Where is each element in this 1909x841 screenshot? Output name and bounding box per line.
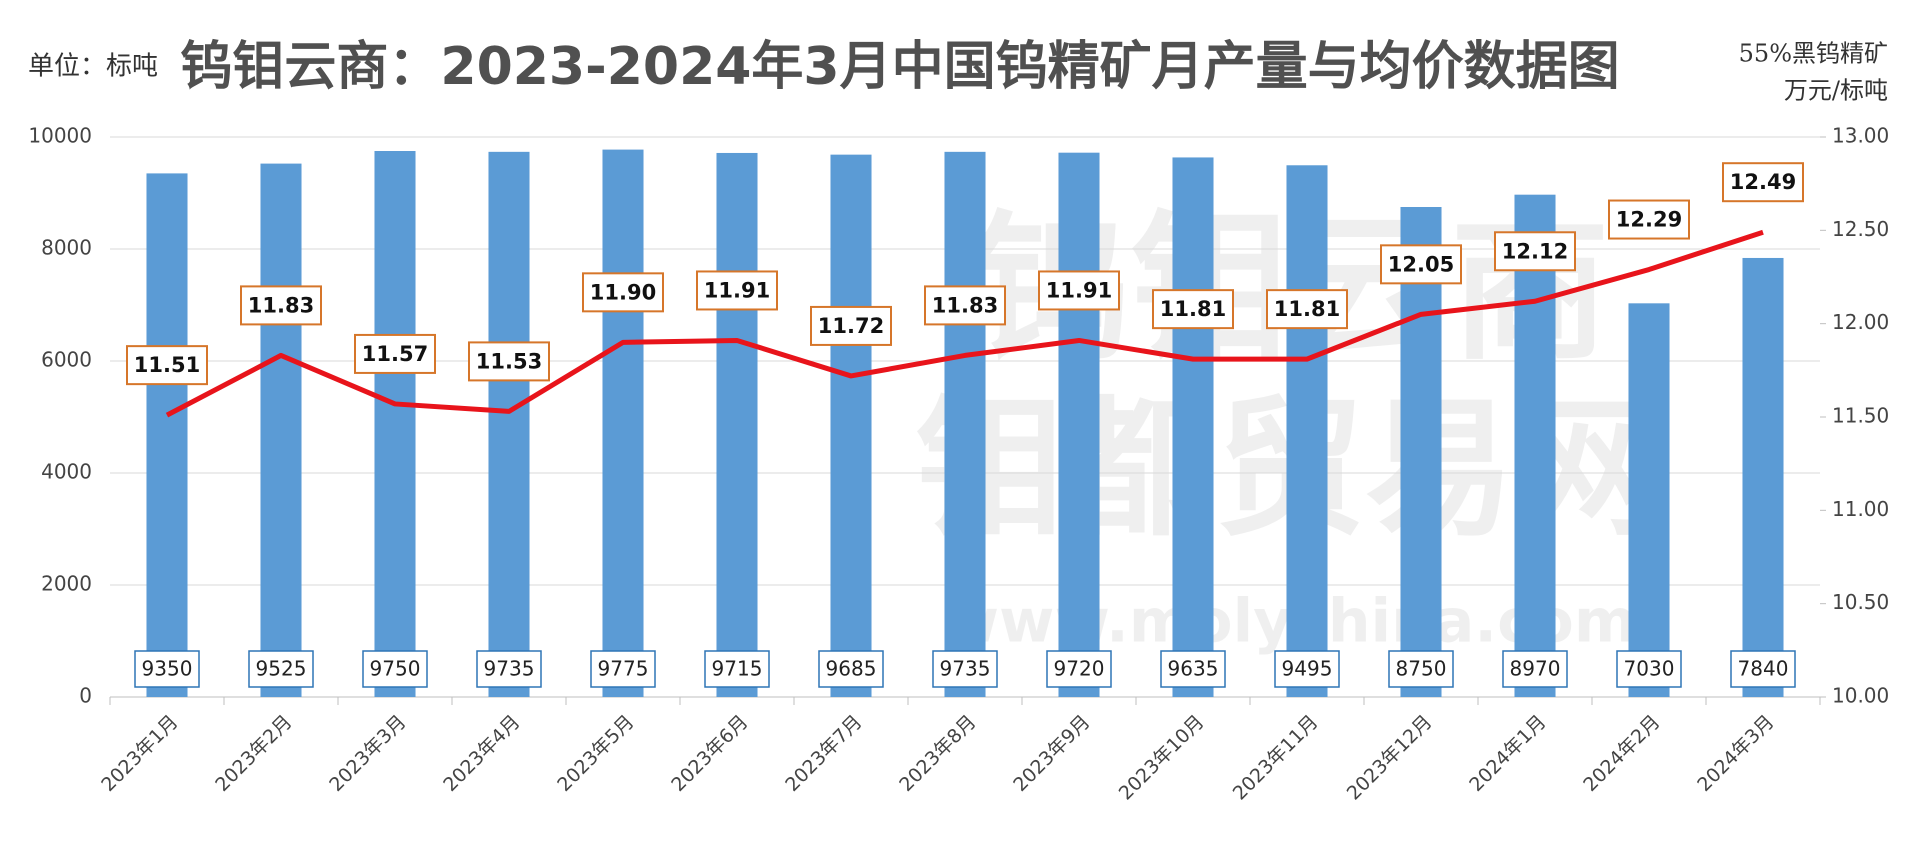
bar-label-box <box>1616 650 1682 688</box>
line-label: 11.81 <box>1160 297 1226 321</box>
bar <box>716 152 758 697</box>
line-label: 11.53 <box>476 349 542 373</box>
bar-label-box <box>1502 650 1568 688</box>
bar-label-box <box>1274 650 1340 688</box>
bar-label: 9635 <box>1168 657 1219 681</box>
line-label-box <box>1494 231 1576 272</box>
bar <box>260 163 302 698</box>
bar-label: 8970 <box>1510 657 1561 681</box>
bar-label: 7840 <box>1738 657 1789 681</box>
bar <box>374 151 416 697</box>
y2-axis-label: 55%黑钨精矿 <box>1739 40 1888 68</box>
y-tick-label: 4000 <box>41 460 92 484</box>
line-label-box <box>1038 270 1120 311</box>
line-label: 12.12 <box>1502 239 1568 263</box>
bar-label: 8750 <box>1396 657 1447 681</box>
y2-axis-label: 万元/标吨 <box>1784 77 1888 105</box>
bar-label-box <box>590 650 656 688</box>
bar-label: 9495 <box>1282 657 1333 681</box>
bar <box>146 173 188 697</box>
bar-label-box <box>704 650 770 688</box>
chart-title: 钨钼云商：2023-2024年3月中国钨精矿月产量与均价数据图 <box>180 37 1619 97</box>
bar-label: 9525 <box>256 657 307 681</box>
y2-tick-label: 13.00 <box>1832 124 1889 148</box>
line <box>165 229 1764 418</box>
bar <box>602 149 644 698</box>
line-label: 12.05 <box>1388 252 1454 276</box>
bar-label: 9735 <box>940 657 991 681</box>
line-label: 11.83 <box>248 293 314 317</box>
y2-tick-label: 10.00 <box>1832 684 1889 708</box>
bar-label-box <box>932 650 998 688</box>
y2-tick-label: 12.50 <box>1832 217 1889 241</box>
bar <box>1172 157 1214 697</box>
line-label-box <box>924 285 1006 326</box>
bar-label: 9720 <box>1054 657 1105 681</box>
bar-label-box <box>1388 650 1454 688</box>
line-label-box <box>240 285 322 326</box>
bar-label: 9750 <box>370 657 421 681</box>
bar-label-box <box>248 650 314 688</box>
line-label-box <box>126 345 208 386</box>
y2-tick-label: 12.00 <box>1832 310 1889 334</box>
bar-label-box <box>1160 650 1226 688</box>
bar-label: 9735 <box>484 657 535 681</box>
line-label-box <box>1608 199 1690 240</box>
bar <box>1058 152 1100 697</box>
line-label-box <box>1380 244 1462 285</box>
bar-label-box <box>1730 650 1796 688</box>
bar <box>830 154 872 697</box>
bar-label-box <box>476 650 542 688</box>
line-label: 11.83 <box>932 293 998 317</box>
bar-label: 9715 <box>712 657 763 681</box>
y2-tick-label: 11.50 <box>1832 404 1889 428</box>
bar-label: 9775 <box>598 657 649 681</box>
bar-label: 7030 <box>1624 657 1675 681</box>
line-label: 11.51 <box>134 353 200 377</box>
y-tick-label: 6000 <box>41 348 92 372</box>
bar <box>488 151 530 698</box>
bar-label: 9350 <box>142 657 193 681</box>
line-label: 11.91 <box>704 278 770 302</box>
line-label-box <box>354 333 436 374</box>
bar <box>1514 194 1556 697</box>
line-label-box <box>468 341 550 382</box>
line-label: 12.29 <box>1616 208 1682 232</box>
y-tick-label: 0 <box>79 684 92 708</box>
line-label: 11.72 <box>818 314 884 338</box>
line-label: 12.49 <box>1730 170 1796 194</box>
y-tick-label: 2000 <box>41 572 92 596</box>
line-label: 11.90 <box>590 280 656 304</box>
line-label-box <box>1266 289 1348 330</box>
line-label-box <box>1152 289 1234 330</box>
line-label-box <box>1722 162 1804 203</box>
line-label: 11.57 <box>362 342 428 366</box>
y2-tick-label: 11.00 <box>1832 497 1889 521</box>
bar-label-box <box>1046 650 1112 688</box>
bar-label: 9685 <box>826 657 877 681</box>
bar <box>1742 257 1784 697</box>
bar-label-box <box>362 650 428 688</box>
bar <box>1400 207 1442 697</box>
line-label: 11.81 <box>1274 297 1340 321</box>
bar <box>1286 165 1328 697</box>
bar-label-box <box>134 650 200 688</box>
bar <box>1628 303 1670 697</box>
y-tick-label: 8000 <box>41 236 92 260</box>
bar <box>944 151 986 698</box>
line-label-box <box>810 305 892 346</box>
y-tick-label: 10000 <box>28 124 92 148</box>
y-axis-label: 单位：标吨 <box>28 52 158 82</box>
bar-label-box <box>818 650 884 688</box>
line-label-box <box>582 272 664 313</box>
line-label-box <box>696 270 778 311</box>
y2-tick-label: 10.50 <box>1832 590 1889 614</box>
line-label: 11.91 <box>1046 278 1112 302</box>
